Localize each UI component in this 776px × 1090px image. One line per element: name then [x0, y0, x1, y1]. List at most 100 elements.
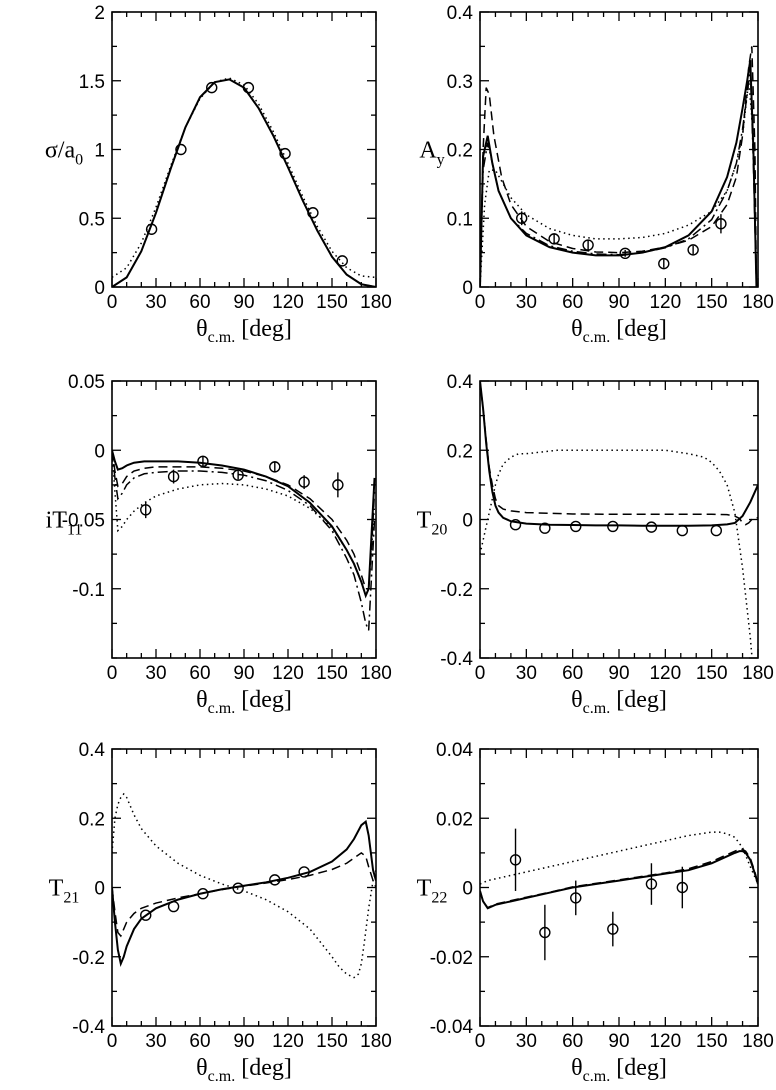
data-point-marker: [687, 244, 699, 256]
data-point-marker: [619, 247, 631, 260]
x-axis-label: θc.m. [deg]: [571, 316, 667, 346]
data-point-marker: [336, 255, 348, 267]
series-dashed-line: [112, 78, 376, 287]
series-dashdot-line: [112, 450, 376, 631]
data-point-marker: [269, 461, 281, 473]
y-axis-label: T20: [417, 508, 448, 539]
x-tick-label: 150: [696, 663, 728, 684]
x-tick-label: 150: [316, 292, 348, 313]
x-tick-label: 60: [189, 292, 210, 313]
series-dotted-line: [480, 80, 758, 287]
y-tick-label: 0.2: [447, 441, 473, 462]
data-point-marker: [539, 926, 551, 939]
x-tick-label: 150: [696, 292, 728, 313]
y-tick-label: -0.04: [430, 1017, 474, 1038]
y-axis-label: iT11: [46, 508, 83, 539]
y-tick-label: -0.02: [430, 948, 473, 969]
y-axis-label: T21: [49, 876, 80, 907]
plot-frame: [479, 380, 759, 659]
curves: [480, 381, 758, 658]
x-tick-label: 0: [107, 1031, 118, 1052]
series-dotted-line: [480, 449, 753, 658]
data-point-marker: [167, 900, 180, 913]
y-tick-label: -0.1: [72, 580, 105, 601]
x-tick-label: 90: [608, 292, 629, 313]
curves: [480, 828, 758, 961]
x-tick-label: 30: [516, 663, 537, 684]
x-tick-label: 60: [562, 292, 583, 313]
data-point-marker: [140, 504, 152, 516]
data-point-marker: [298, 866, 310, 878]
panel-T20: 0 30 60 90 120 150 180 -0.4 -0.2 0 0.2 0.4 θc.m. [de…: [417, 372, 774, 717]
y-tick-label: 0: [94, 441, 105, 462]
x-tick-label: 30: [516, 292, 537, 313]
series-dashdot-line: [480, 66, 758, 287]
series-dashed-line: [112, 851, 376, 938]
plot-frame: [111, 11, 377, 288]
data-point-marker: [676, 524, 689, 537]
data-point-marker: [175, 143, 187, 156]
x-tick-label: 0: [475, 292, 486, 313]
data-point-marker: [145, 223, 158, 235]
y-tick-label: -0.4: [72, 1017, 105, 1038]
y-tick-label: 0: [94, 879, 105, 900]
plot-frame: [479, 748, 759, 1027]
series-dashed-line: [480, 848, 758, 909]
x-tick-label: 0: [475, 1031, 486, 1052]
y-tick-label: 0.2: [447, 141, 473, 162]
y-tick-label: 0.4: [79, 740, 106, 761]
y-tick-label: 0: [462, 511, 473, 532]
y-tick-label: 0.4: [447, 372, 474, 393]
data-point-marker: [279, 147, 291, 160]
y-tick-label: 0.02: [436, 809, 473, 830]
data-point-marker: [645, 878, 658, 890]
data-point-marker: [715, 218, 727, 230]
curves: [112, 792, 376, 979]
data-point-marker: [676, 881, 689, 894]
series-dotted-line: [480, 831, 758, 885]
plot-frame: [111, 380, 377, 659]
x-axis-label: θc.m. [deg]: [571, 687, 667, 717]
y-tick-label: 0: [94, 278, 105, 299]
x-tick-label: 30: [145, 663, 166, 684]
x-tick-label: 90: [233, 292, 254, 313]
panel-T21: 0 30 60 90 120 150 180 -0.4 -0.2 0 0.2 0.4 θc.m. [de…: [49, 740, 392, 1085]
x-tick-label: 30: [145, 1031, 166, 1052]
x-tick-label: 90: [608, 1031, 629, 1052]
x-tick-label: 0: [475, 663, 486, 684]
x-tick-label: 180: [360, 663, 392, 684]
plot-frame: [479, 11, 759, 288]
x-tick-label: 120: [272, 663, 304, 684]
data-point-marker: [197, 455, 209, 468]
y-tick-label: 0.1: [447, 209, 473, 230]
data-point-marker: [232, 469, 244, 481]
x-tick-label: 60: [189, 1031, 210, 1052]
curves: [112, 449, 376, 631]
y-tick-label: 2: [94, 3, 105, 24]
y-tick-label: 0.2: [79, 809, 105, 830]
x-tick-label: 60: [562, 663, 583, 684]
y-axis-label: σ/a0: [45, 138, 83, 169]
data-point-marker: [509, 518, 522, 531]
x-tick-label: 120: [272, 1031, 304, 1052]
x-axis-label: θc.m. [deg]: [571, 1055, 667, 1085]
data-point-marker: [197, 888, 209, 900]
x-axis-label: θc.m. [deg]: [196, 1055, 292, 1085]
data-point-marker: [570, 892, 582, 904]
curves: [112, 77, 376, 287]
series-solid-line: [112, 449, 376, 599]
data-point-marker: [269, 874, 281, 886]
panel-iT11: 0 30 60 90 120 150 180 -0.1 -0.05 0 0.05 θc.m. [deg…: [46, 372, 392, 717]
y-tick-label: 0.3: [447, 72, 473, 93]
x-tick-label: 120: [649, 292, 681, 313]
data-point-marker: [298, 476, 310, 488]
x-tick-label: 30: [145, 292, 166, 313]
panel-T22: 0 30 60 90 120 150 180 -0.04 -0.02 0 0.02 0.04 θc.m.…: [417, 740, 774, 1085]
y-tick-label: -0.2: [440, 580, 473, 601]
x-tick-label: 30: [516, 1031, 537, 1052]
data-point-marker: [242, 81, 255, 94]
x-tick-label: 90: [233, 663, 254, 684]
data-point-marker: [167, 470, 180, 483]
data-point-marker: [710, 524, 722, 537]
